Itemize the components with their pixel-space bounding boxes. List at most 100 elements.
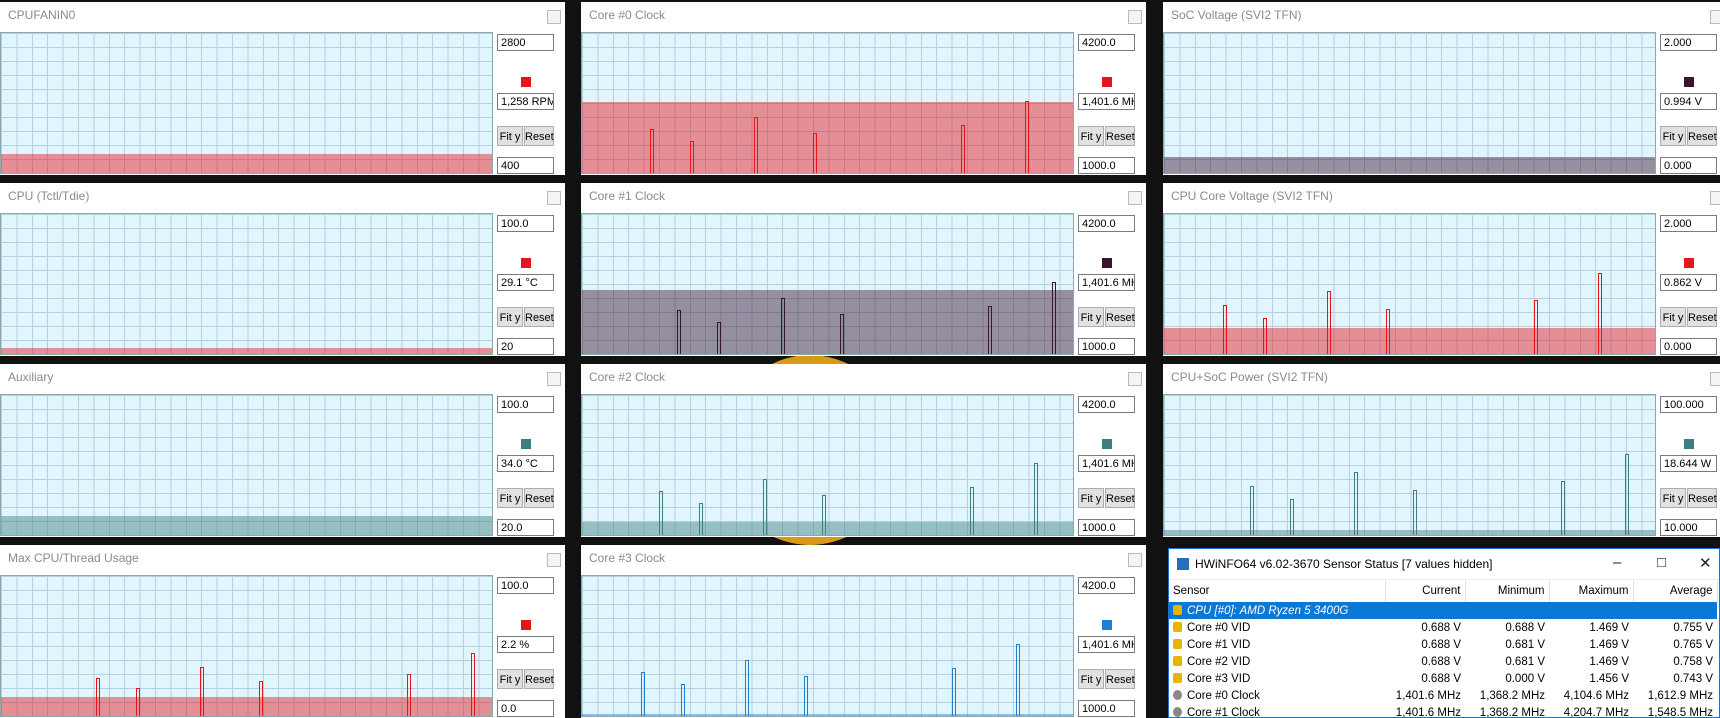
graph-fill — [1, 697, 492, 716]
name-text: Core #3 VID — [1187, 672, 1251, 685]
graph-spike — [762, 479, 767, 535]
sensor-value: 1,548.5 MHz — [1633, 704, 1717, 718]
sensor-icon — [1173, 706, 1182, 717]
panel-checkbox[interactable] — [1128, 10, 1142, 24]
reset-button[interactable]: Reset — [1105, 307, 1135, 327]
column-header[interactable]: Sensor — [1169, 580, 1386, 602]
reset-button[interactable]: Reset — [1687, 307, 1717, 327]
max-value: 4200.0 — [1078, 577, 1135, 594]
sensor-row[interactable]: Core #1 Clock 1,401.6 MHz 1,368.2 MHz 4,204… — [1169, 704, 1717, 718]
graph-fill — [582, 102, 1073, 173]
maximize-button[interactable]: □ — [1657, 554, 1667, 571]
sensor-icon — [1173, 621, 1182, 632]
sensor-value: 1,401.6 MHz — [1385, 704, 1465, 718]
reset-button[interactable]: Reset — [524, 126, 554, 146]
reset-button[interactable]: Reset — [1105, 126, 1135, 146]
reset-button[interactable]: Reset — [524, 488, 554, 508]
color-swatch[interactable] — [1102, 439, 1112, 449]
sensor-row[interactable]: Core #0 VID 0.688 V 0.688 V 1.469 V 0.755 V — [1169, 619, 1717, 636]
fit-y-button[interactable]: Fit y — [1078, 126, 1104, 146]
graph-spike — [258, 681, 263, 716]
panel-checkbox[interactable] — [1710, 191, 1720, 205]
color-swatch[interactable] — [1684, 439, 1694, 449]
sensor-row[interactable]: Core #3 VID 0.688 V 0.000 V 1.456 V 0.743 V — [1169, 670, 1717, 687]
graph-area — [0, 213, 493, 355]
column-header[interactable]: Current — [1385, 580, 1466, 602]
fit-y-button[interactable]: Fit y — [497, 488, 523, 508]
min-value: 0.000 — [1660, 157, 1717, 174]
graph-fill — [582, 521, 1073, 535]
color-swatch[interactable] — [1102, 77, 1112, 87]
panel-checkbox[interactable] — [1710, 10, 1720, 24]
value-text: 0.681 V — [1505, 655, 1545, 668]
sensor-value: 1.469 V — [1549, 636, 1633, 653]
app-icon — [1177, 558, 1189, 570]
fit-y-button[interactable]: Fit y — [1660, 488, 1686, 508]
close-button[interactable]: ✕ — [1699, 555, 1712, 572]
sensor-row[interactable]: Core #0 Clock 1,401.6 MHz 1,368.2 MHz 4,104… — [1169, 687, 1717, 704]
color-swatch[interactable] — [1684, 258, 1694, 268]
max-value: 100.0 — [497, 396, 554, 413]
graph-spike — [1412, 490, 1417, 535]
reset-button[interactable]: Reset — [1105, 488, 1135, 508]
reset-button[interactable]: Reset — [524, 307, 554, 327]
fit-y-button[interactable]: Fit y — [1660, 126, 1686, 146]
sensor-window[interactable]: HWiNFO64 v6.02-3670 Sensor Status [7 val… — [1168, 548, 1720, 718]
fit-y-button[interactable]: Fit y — [1660, 307, 1686, 327]
current-value: 1,401.6 MH. — [1078, 274, 1135, 291]
graph-area — [581, 575, 1074, 717]
color-swatch[interactable] — [1684, 77, 1694, 87]
fit-y-button[interactable]: Fit y — [1078, 488, 1104, 508]
current-value: 1,401.6 MH. — [1078, 636, 1135, 653]
graph-area — [0, 32, 493, 174]
sensor-value: 0.688 V — [1385, 619, 1465, 636]
fit-y-button[interactable]: Fit y — [497, 126, 523, 146]
graph-fill — [1164, 530, 1655, 535]
sensor-row[interactable]: Core #1 VID 0.688 V 0.681 V 1.469 V 0.765 V — [1169, 636, 1717, 653]
graph-panel: Core #0 Clock 4200.0 1,401.6 MH. Fit yReset… — [581, 2, 1146, 175]
sensor-value: 1,368.2 MHz — [1465, 687, 1549, 704]
color-swatch[interactable] — [521, 439, 531, 449]
value-text: 1.456 V — [1589, 672, 1629, 685]
sensor-value: 0.765 V — [1633, 636, 1717, 653]
graph-spike — [839, 314, 844, 354]
color-swatch[interactable] — [521, 620, 531, 630]
column-header[interactable]: Average — [1633, 580, 1718, 602]
column-header[interactable]: Minimum — [1465, 580, 1550, 602]
graph-panel: Core #3 Clock 4200.0 1,401.6 MH. Fit yReset… — [581, 545, 1146, 718]
value-text: 0.000 V — [1505, 672, 1545, 685]
current-value: 29.1 °C — [497, 274, 554, 291]
minimize-button[interactable]: – — [1613, 554, 1622, 571]
graph-spike — [650, 129, 655, 173]
color-swatch[interactable] — [521, 258, 531, 268]
sensor-row[interactable]: Core #2 VID 0.688 V 0.681 V 1.469 V 0.758 V — [1169, 653, 1717, 670]
group-name: CPU [#0]: AMD Ryzen 5 3400G — [1187, 604, 1349, 617]
min-value: 0.000 — [1660, 338, 1717, 355]
panel-checkbox[interactable] — [1710, 372, 1720, 386]
value-text: 1,368.2 MHz — [1479, 689, 1545, 702]
min-value: 1000.0 — [1078, 338, 1135, 355]
group-row[interactable]: CPU [#0]: AMD Ryzen 5 3400G — [1169, 602, 1717, 619]
fit-y-button[interactable]: Fit y — [497, 669, 523, 689]
reset-button[interactable]: Reset — [524, 669, 554, 689]
panel-checkbox[interactable] — [1128, 191, 1142, 205]
reset-button[interactable]: Reset — [1687, 126, 1717, 146]
fit-y-button[interactable]: Fit y — [1078, 669, 1104, 689]
color-swatch[interactable] — [1102, 620, 1112, 630]
value-text: 1,548.5 MHz — [1647, 706, 1713, 718]
color-swatch[interactable] — [1102, 258, 1112, 268]
panel-checkbox[interactable] — [547, 553, 561, 567]
reset-button[interactable]: Reset — [1105, 669, 1135, 689]
graph-panel: Auxiliary 100.0 34.0 °C Fit y Reset 20.0 — [0, 364, 565, 537]
panel-checkbox[interactable] — [1128, 372, 1142, 386]
fit-y-button[interactable]: Fit y — [497, 307, 523, 327]
panel-checkbox[interactable] — [1128, 553, 1142, 567]
fit-y-button[interactable]: Fit y — [1078, 307, 1104, 327]
column-header[interactable]: Maximum — [1549, 580, 1634, 602]
reset-button[interactable]: Reset — [1687, 488, 1717, 508]
panel-checkbox[interactable] — [547, 191, 561, 205]
panel-checkbox[interactable] — [547, 10, 561, 24]
color-swatch[interactable] — [521, 77, 531, 87]
panel-checkbox[interactable] — [547, 372, 561, 386]
